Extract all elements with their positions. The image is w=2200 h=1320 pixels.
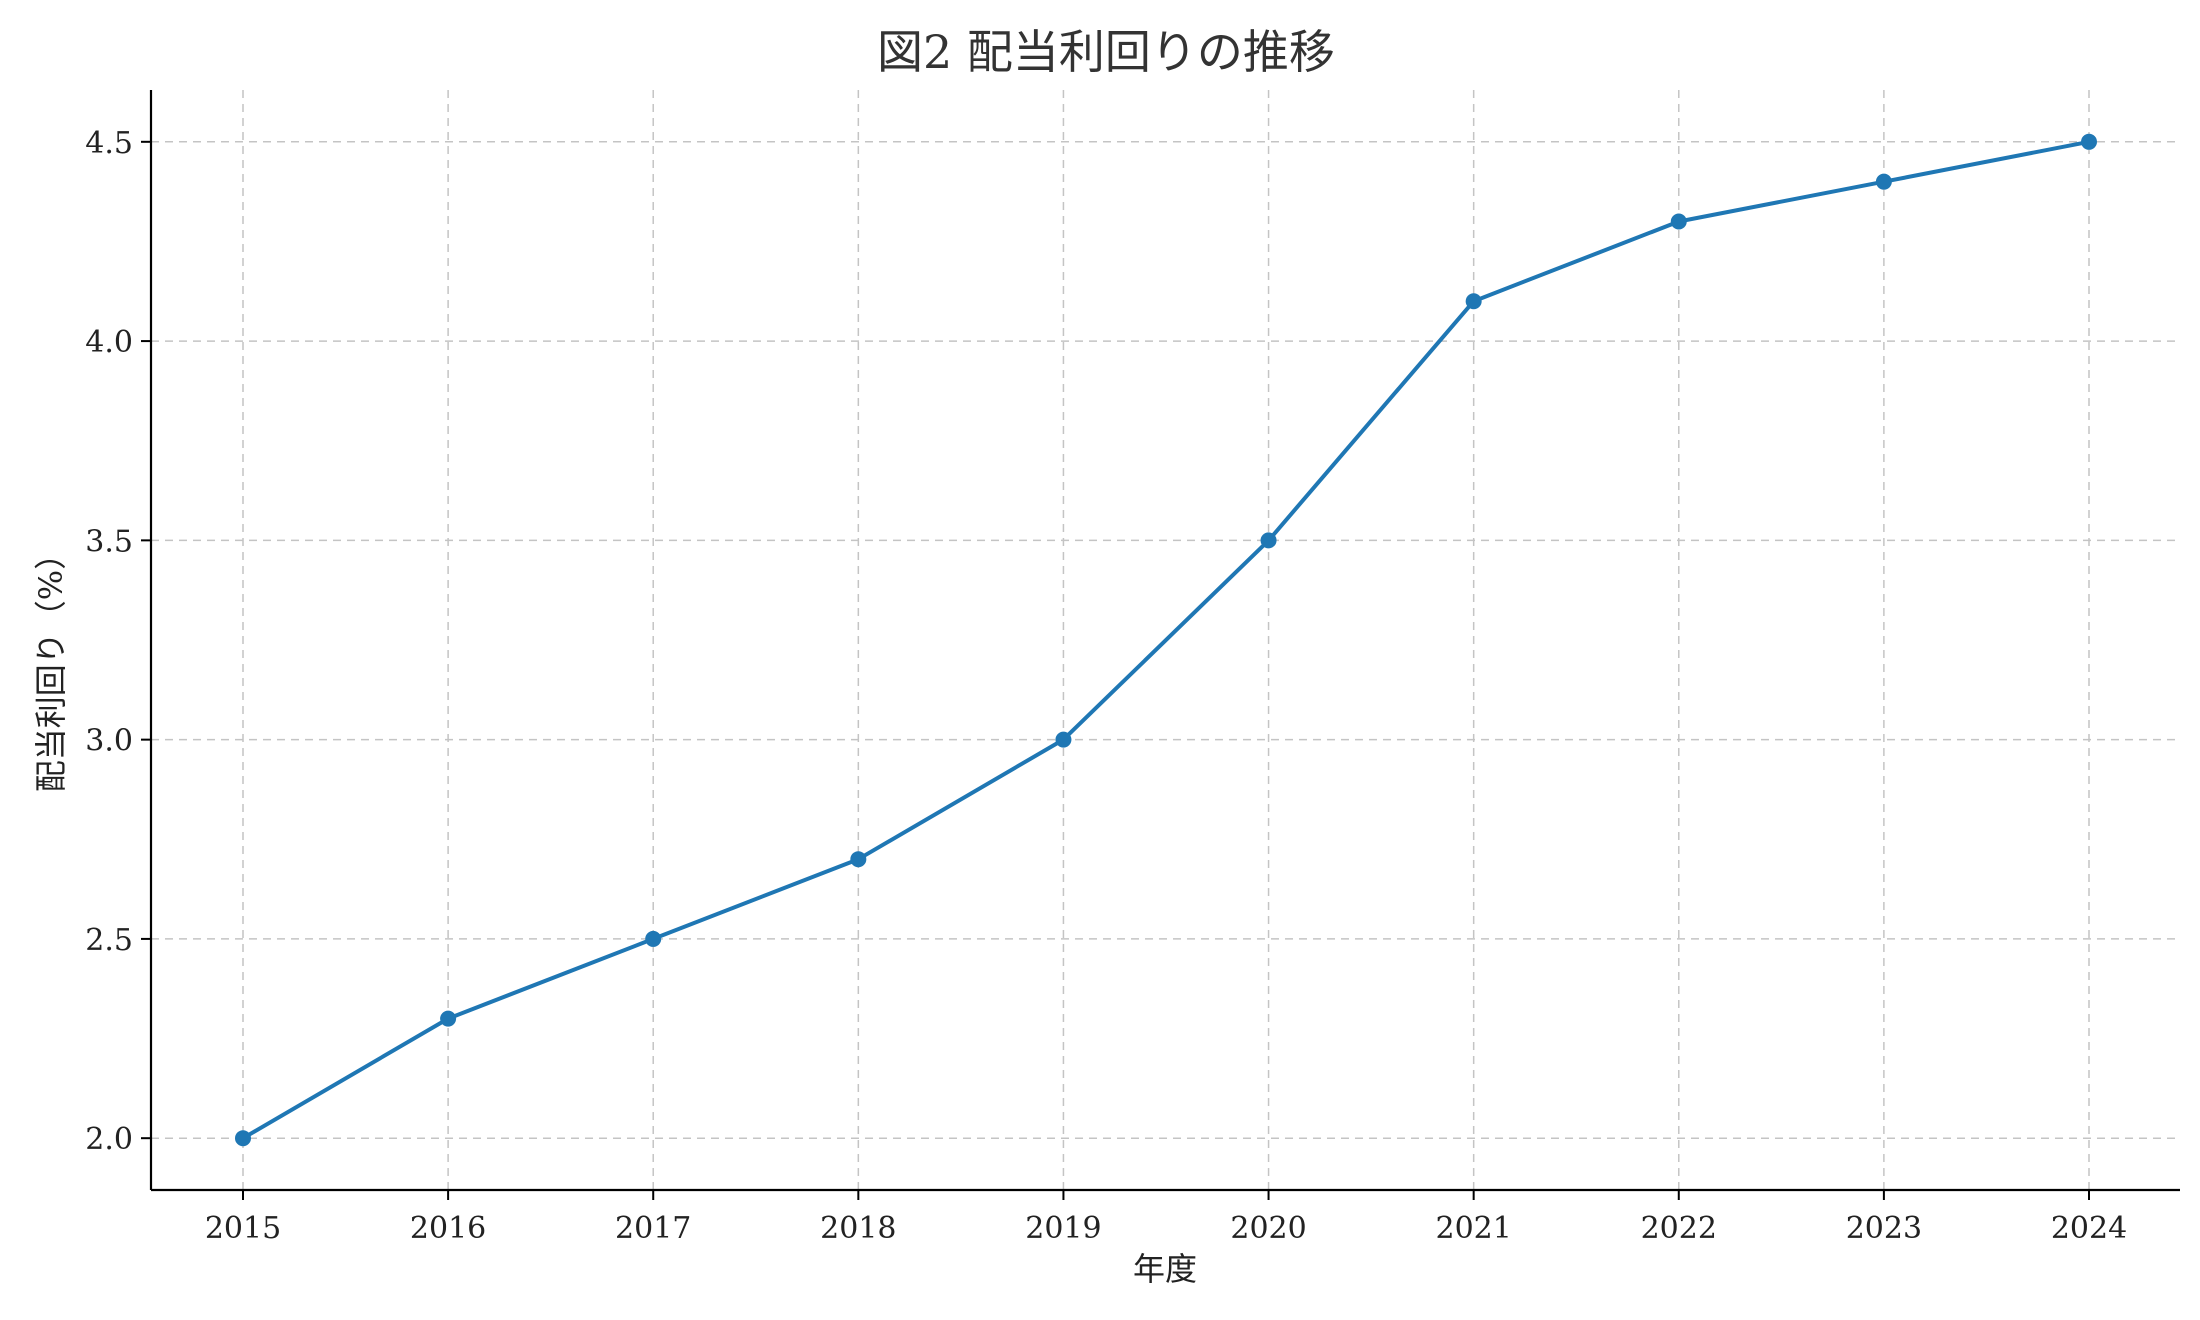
data-point-marker [1465, 293, 1482, 310]
x-tick-label: 2016 [410, 1211, 486, 1246]
data-point-marker [2081, 133, 2097, 150]
data-point-marker [1260, 532, 1277, 549]
series-layer [235, 133, 2097, 1147]
y-tick-label: 4.5 [85, 126, 133, 161]
data-point-marker [235, 1130, 251, 1147]
data-point-marker [440, 1010, 457, 1027]
x-axis-title: 年度 [1133, 1250, 1197, 1288]
data-point-marker [1670, 213, 1687, 230]
ticks-layer: 2015 2016 2017 2018 2019 2020 2021 2022 2023 2024… [85, 126, 2127, 1246]
x-tick-label: 2015 [205, 1211, 281, 1246]
x-tick-label: 2024 [2051, 1211, 2127, 1246]
x-tick-label: 2023 [1846, 1211, 1922, 1246]
x-tick-label: 2020 [1230, 1211, 1306, 1246]
x-tick-label: 2018 [820, 1211, 896, 1246]
data-point-marker [645, 930, 662, 947]
x-tick-label: 2017 [615, 1211, 691, 1246]
y-tick-label: 2.5 [85, 923, 133, 958]
x-tick-label: 2022 [1641, 1211, 1717, 1246]
y-tick-label: 3.5 [85, 524, 133, 559]
y-tick-label: 4.0 [85, 325, 133, 360]
series-line [241, 139, 2091, 1141]
x-tick-label: 2021 [1435, 1211, 1511, 1246]
x-tick-label: 2019 [1025, 1211, 1101, 1246]
data-point-marker [1055, 731, 1072, 748]
y-axis-title: 配当利回り（%） [32, 538, 70, 792]
grid-layer [151, 90, 2180, 1190]
axes-layer [149, 90, 2180, 1192]
data-point-marker [1875, 173, 1892, 190]
y-tick-label: 2.0 [85, 1122, 133, 1157]
chart-title: 図2 配当利回りの推移 [877, 25, 1335, 79]
y-tick-label: 3.0 [85, 724, 133, 759]
data-point-marker [850, 851, 867, 868]
